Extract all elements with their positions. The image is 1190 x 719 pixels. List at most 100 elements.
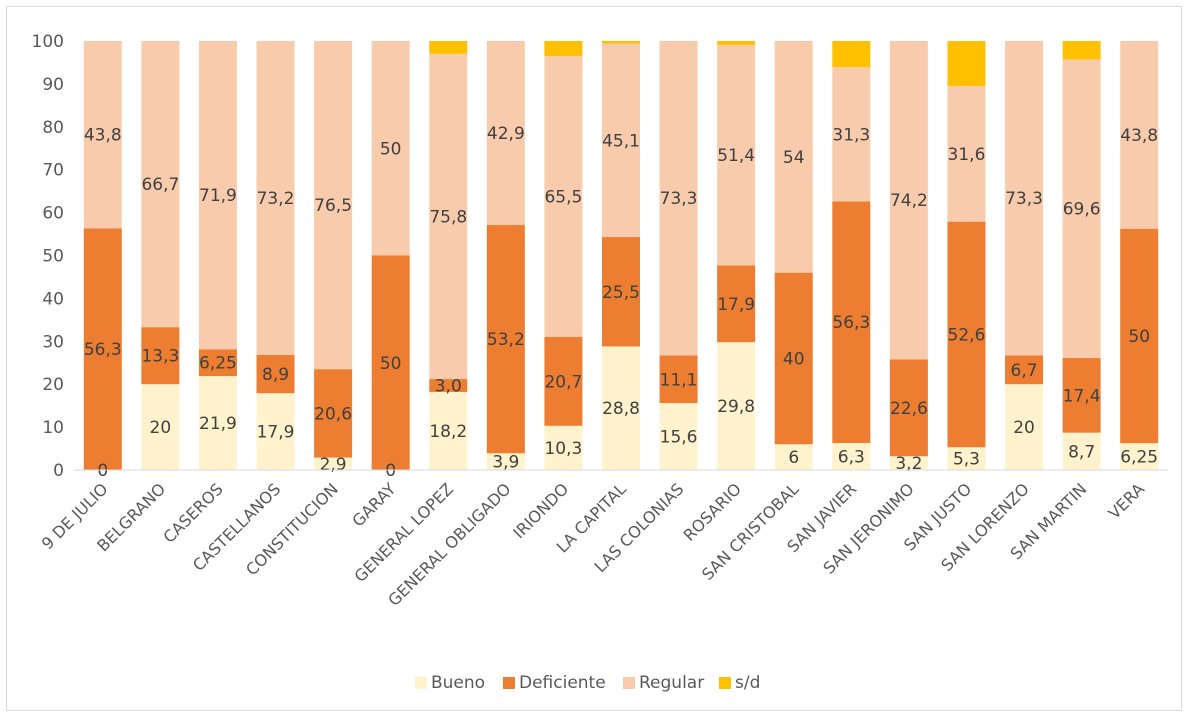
bars [83, 41, 1159, 470]
data-label: 0 [97, 461, 108, 481]
data-label: 3,0 [435, 376, 462, 396]
bar-segment [659, 403, 698, 470]
y-tick-label: 70 [42, 161, 64, 181]
data-label: 50 [380, 354, 402, 374]
data-label: 73,3 [1005, 189, 1043, 209]
bar-segment [1062, 59, 1101, 359]
bar-segment [889, 456, 928, 470]
bar-segment [544, 425, 583, 470]
data-label: 17,4 [1063, 386, 1101, 406]
data-label: 3,9 [492, 453, 519, 473]
bar-segment [947, 221, 986, 448]
bar-segment [659, 355, 698, 404]
data-label: 25,5 [602, 283, 640, 303]
bar-segment [429, 379, 468, 392]
data-label: 2,9 [320, 455, 347, 475]
data-label: 6,25 [1120, 448, 1158, 468]
bar-segment [486, 225, 525, 454]
legend-label: Deficiente [519, 673, 606, 693]
bar-segment [544, 337, 583, 426]
bar-segment [659, 41, 698, 356]
data-label: 20,6 [314, 404, 352, 424]
bar-segment [832, 41, 871, 68]
bar-segment [717, 44, 756, 266]
category-label: SAN CRISTOBAL [698, 479, 803, 584]
legend-label: s/d [735, 673, 760, 693]
bar-segment [314, 457, 353, 470]
data-label: 75,8 [429, 207, 467, 227]
bar-segment [256, 393, 295, 470]
bar-segment [198, 376, 237, 470]
data-label: 6,3 [838, 447, 865, 467]
bar-segment [717, 41, 756, 45]
y-tick-label: 100 [32, 32, 64, 52]
bar-segment [602, 237, 640, 347]
bar-segment [141, 41, 180, 328]
y-tick-label: 90 [42, 75, 64, 95]
bar-segment [1120, 228, 1159, 444]
bar-segment [947, 41, 986, 87]
y-tick-label: 10 [42, 418, 64, 438]
data-label: 74,2 [890, 191, 928, 211]
bar-segment [717, 342, 756, 470]
category-label: GARAY [348, 479, 399, 530]
data-label: 28,8 [602, 399, 640, 419]
data-label: 17,9 [257, 423, 295, 443]
bar-segment [717, 265, 756, 343]
x-axis: 9 DE JULIOBELGRANOCASEROSCASTELLANOSCONS… [38, 469, 1168, 610]
data-label: 31,6 [948, 145, 986, 165]
category-label: GENERAL LOPEZ [351, 479, 458, 586]
bar-segment [544, 56, 583, 338]
legend: Bueno Deficiente Regular s/d [415, 673, 760, 693]
legend-swatch [503, 677, 515, 689]
data-label: 50 [1128, 327, 1150, 347]
bar-segment [256, 355, 295, 394]
y-tick-label: 20 [42, 375, 64, 395]
data-label: 6,7 [1011, 361, 1038, 381]
data-label: 3,2 [895, 454, 922, 474]
data-label: 76,5 [314, 196, 352, 216]
data-label: 17,9 [717, 295, 755, 315]
bar-segment [889, 41, 928, 360]
data-label: 22,6 [890, 399, 928, 419]
data-label: 45,1 [602, 131, 640, 151]
bar-segment [774, 444, 813, 470]
data-label: 21,9 [199, 414, 237, 434]
data-label: 0 [385, 461, 396, 481]
data-label: 43,8 [84, 126, 122, 146]
data-label: 18,2 [429, 422, 467, 442]
bar-segment [429, 41, 468, 54]
bar-segment [1120, 41, 1159, 229]
data-label: 6,25 [199, 354, 237, 374]
y-tick-label: 0 [53, 461, 64, 481]
y-tick-label: 30 [42, 332, 64, 352]
bar-segment [198, 349, 237, 377]
data-label: 11,1 [660, 370, 698, 390]
bar-segment [198, 41, 237, 350]
bar-segment [832, 67, 871, 202]
bar-segment [429, 391, 468, 470]
data-label: 56,3 [832, 313, 870, 333]
data-label: 6 [788, 448, 799, 468]
data-label: 8,9 [262, 365, 289, 385]
data-label: 73,2 [257, 189, 295, 209]
data-label: 73,3 [660, 189, 698, 209]
y-tick-label: 60 [42, 204, 64, 224]
bar-segment [314, 41, 353, 370]
bar-segment [602, 346, 640, 470]
data-label: 29,8 [717, 397, 755, 417]
bar-segment [371, 41, 410, 256]
data-labels: 056,343,82013,366,721,96,2571,917,98,973… [84, 124, 1158, 481]
bar-segment [83, 228, 122, 470]
bar-segment [1062, 41, 1101, 60]
bar-segment [1062, 432, 1101, 470]
bar-segment [371, 255, 410, 470]
data-label: 15,6 [660, 428, 698, 448]
bar-segment [486, 453, 525, 470]
data-label: 52,6 [948, 325, 986, 345]
bar-segment [947, 86, 986, 222]
bar-segment [602, 43, 640, 238]
y-axis: 0 10 20 30 40 50 60 70 80 90 100 [32, 32, 64, 481]
legend-swatch [415, 677, 427, 689]
